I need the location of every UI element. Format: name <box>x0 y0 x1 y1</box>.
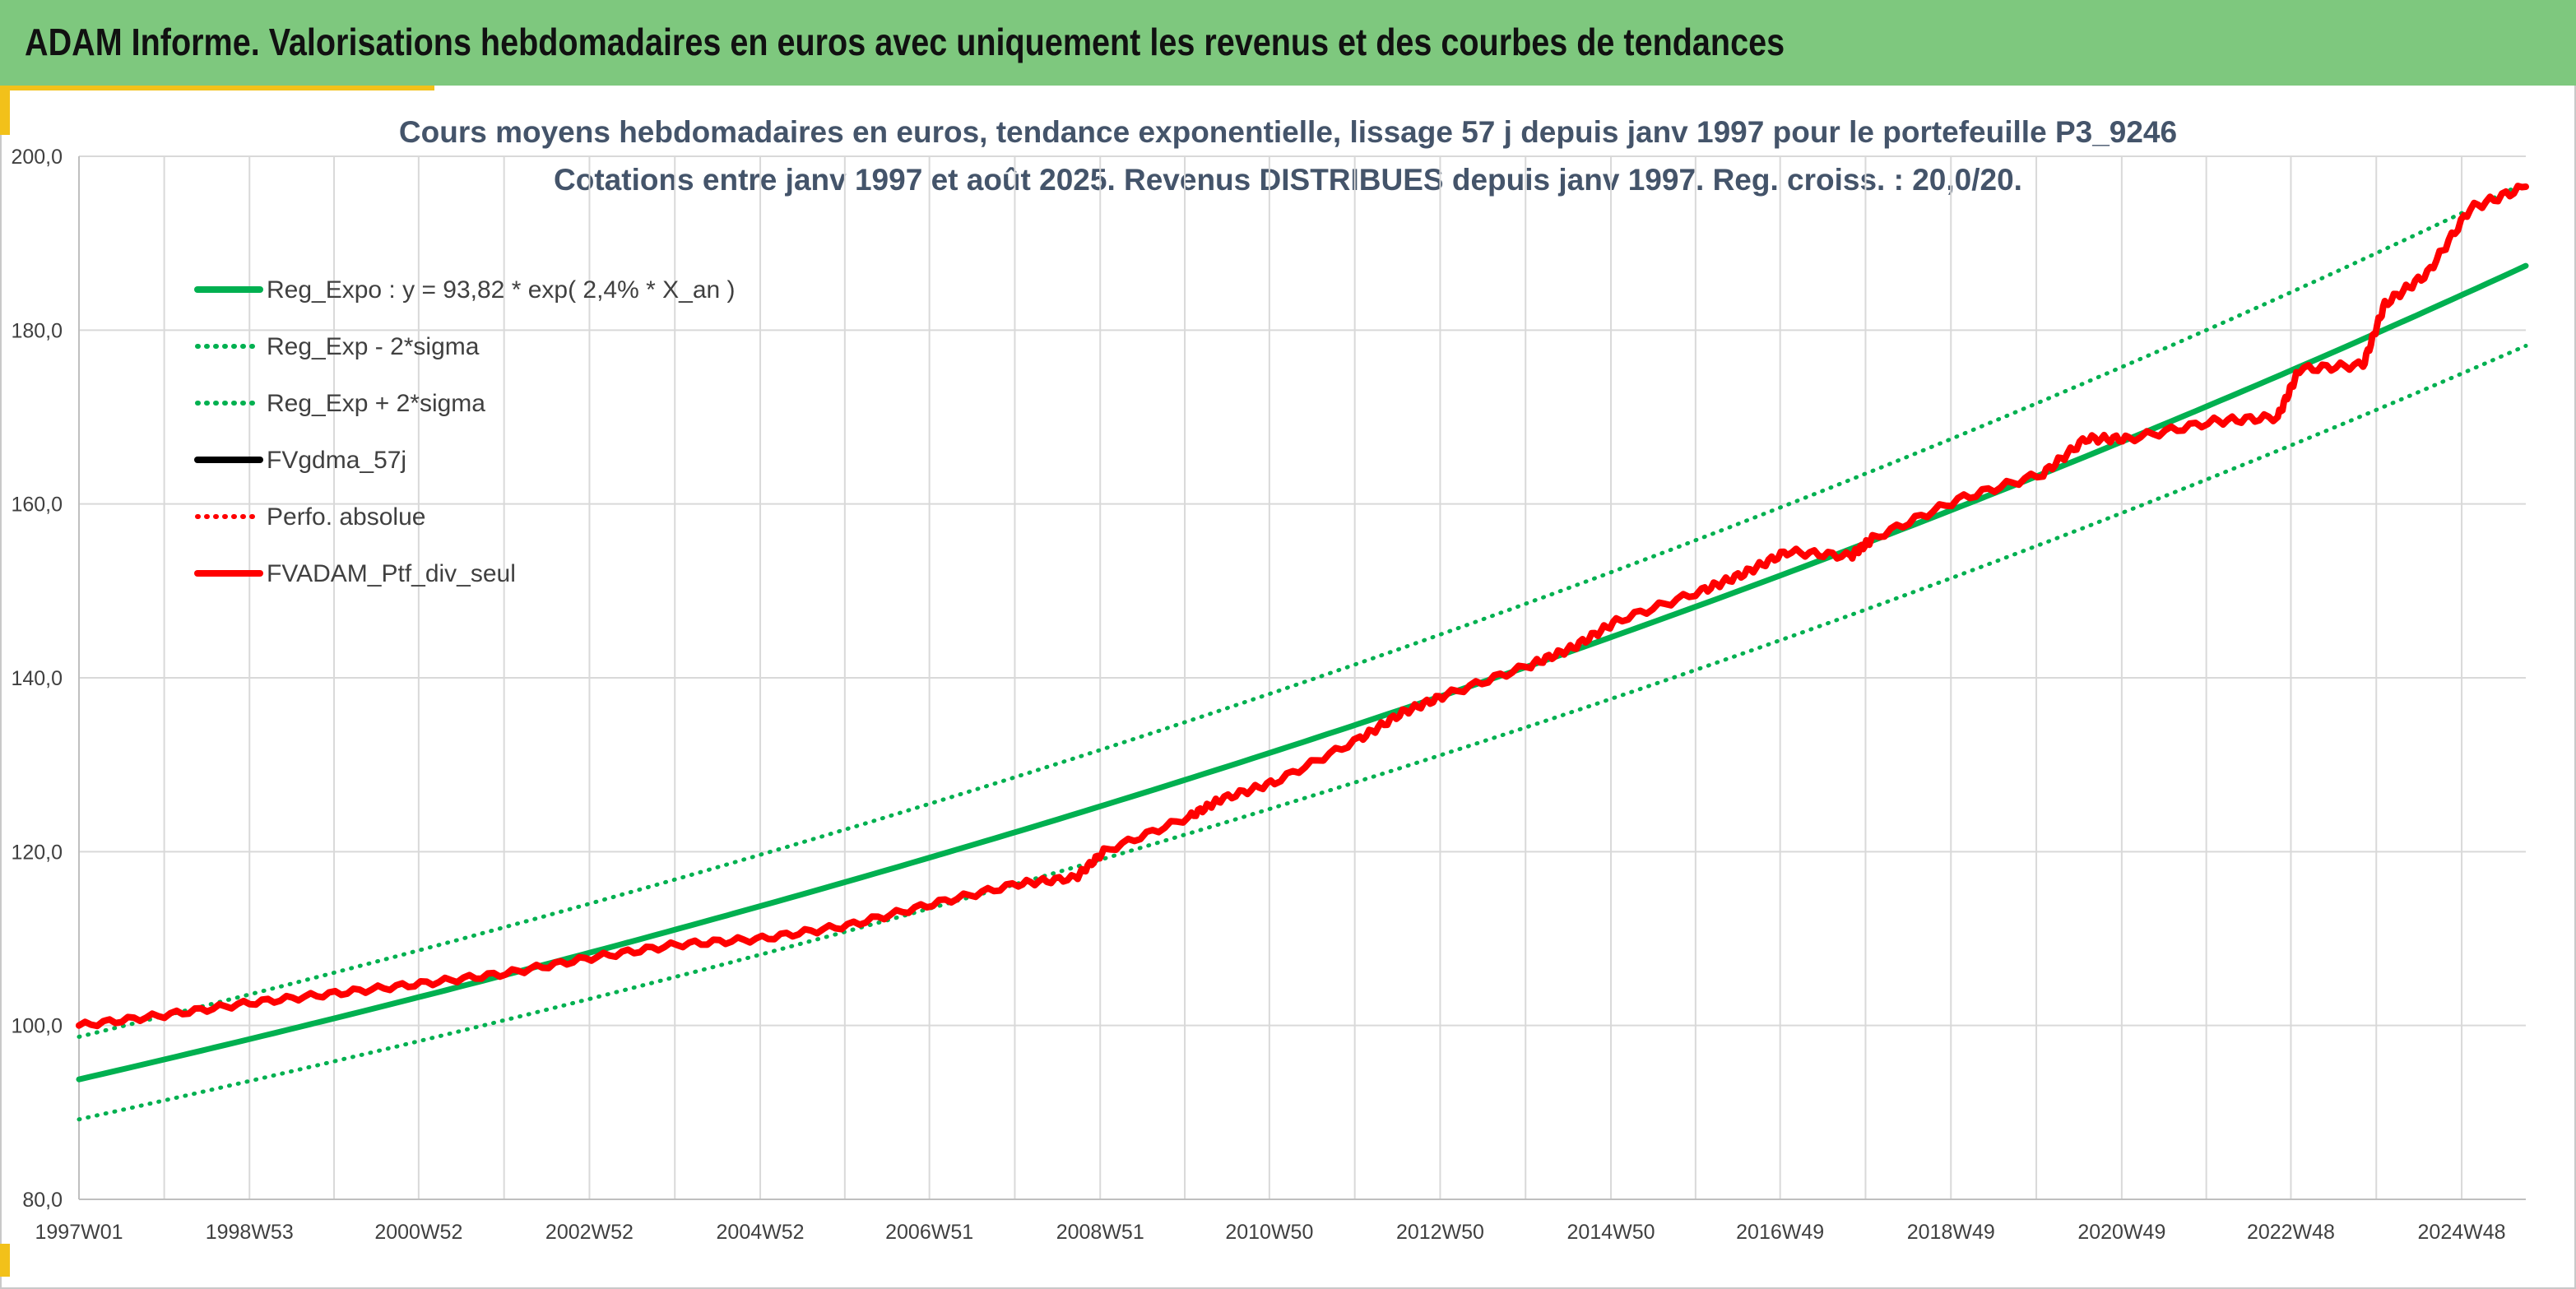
x-tick-label: 1998W53 <box>206 1221 294 1244</box>
y-tick-label: 100,0 <box>11 1015 63 1038</box>
legend-item-label: Perfo. absolue <box>267 503 425 531</box>
legend-item-label: Reg_Exp + 2*sigma <box>267 390 485 417</box>
series-line-perfo-absolue <box>77 184 2527 1028</box>
chart-subtitle: Cotations entre janv 1997 et août 2025. … <box>554 163 2022 197</box>
y-tick-label: 200,0 <box>11 146 63 169</box>
x-tick-label: 2006W51 <box>885 1221 973 1244</box>
x-tick-label: 2000W52 <box>374 1221 462 1244</box>
y-tick-label: 80,0 <box>22 1189 63 1212</box>
series-lines <box>76 180 2529 1122</box>
series-line-fvgdma-57j <box>77 183 2528 1029</box>
x-tick-label: 2014W50 <box>1567 1221 1655 1244</box>
series-line-reg-exp-2-sigma <box>77 343 2528 1122</box>
x-tick-label: 2010W50 <box>1225 1221 1313 1244</box>
x-tick-label: 2024W48 <box>2418 1221 2506 1244</box>
accent-bar <box>0 86 434 90</box>
series-line-reg-exp-2-sigma <box>77 180 2528 1039</box>
series-line-fvadam-ptf-div-seul <box>76 183 2529 1030</box>
gridlines <box>78 155 2526 1200</box>
legend: Reg_Expo : y = 93,82 * exp( 2,4% * X_an … <box>194 276 736 587</box>
x-tick-label: 1997W01 <box>35 1221 123 1244</box>
axis-ticks: 80,0 100,0 120,0 140,0 160,0 180,0 200,0 1997W0… <box>11 146 2505 1244</box>
x-tick-label: 2016W49 <box>1736 1221 1824 1244</box>
x-tick-label: 2002W52 <box>545 1221 634 1244</box>
y-tick-label: 180,0 <box>11 319 63 342</box>
legend-item-label: FVgdma_57j <box>267 447 406 474</box>
legend-item-label: Reg_Expo : y = 93,82 * exp( 2,4% * X_an … <box>267 276 736 304</box>
series-line-reg-expo-y-93-82-exp-2-4-x-an <box>76 262 2529 1083</box>
x-tick-label: 2018W49 <box>1907 1221 1995 1244</box>
chart-title: Cours moyens hebdomadaires en euros, ten… <box>398 115 2178 149</box>
y-tick-label: 140,0 <box>11 667 63 690</box>
x-tick-label: 2008W51 <box>1056 1221 1144 1244</box>
accent-bar-bottom <box>0 1244 10 1277</box>
y-tick-label: 160,0 <box>11 494 63 517</box>
report-header: ADAM Informe. Valorisations hebdomadaire… <box>0 0 2576 86</box>
legend-item-label: FVADAM_Ptf_div_seul <box>267 560 516 587</box>
accent-bar-left <box>0 86 10 135</box>
report-title: ADAM Informe. Valorisations hebdomadaire… <box>25 21 1785 63</box>
x-tick-label: 2020W49 <box>2077 1221 2165 1244</box>
x-tick-label: 2012W50 <box>1396 1221 1484 1244</box>
legend-item-label: Reg_Exp - 2*sigma <box>267 333 480 360</box>
y-tick-label: 120,0 <box>11 841 63 864</box>
x-tick-label: 2022W48 <box>2247 1221 2335 1244</box>
x-tick-label: 2004W52 <box>717 1221 805 1244</box>
